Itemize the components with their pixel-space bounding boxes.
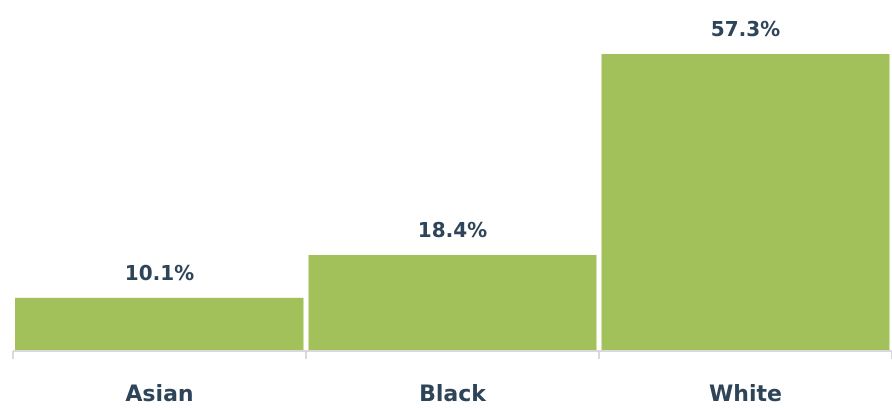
value-labels-layer: 10.1% 18.4% 57.3% [125, 17, 780, 285]
x-axis [12, 350, 892, 359]
category-label: White [709, 382, 782, 407]
bar-value-label: 10.1% [125, 261, 194, 285]
bar-value-label: 18.4% [418, 218, 487, 242]
category-labels-layer: Asian Black White [125, 382, 782, 407]
bar-asian [15, 297, 304, 350]
bar-value-label: 57.3% [711, 17, 780, 41]
category-label: Asian [125, 382, 193, 407]
bars-layer [15, 54, 890, 350]
category-label: Black [419, 382, 487, 407]
bar-white [601, 54, 890, 350]
bar-black [308, 254, 597, 350]
